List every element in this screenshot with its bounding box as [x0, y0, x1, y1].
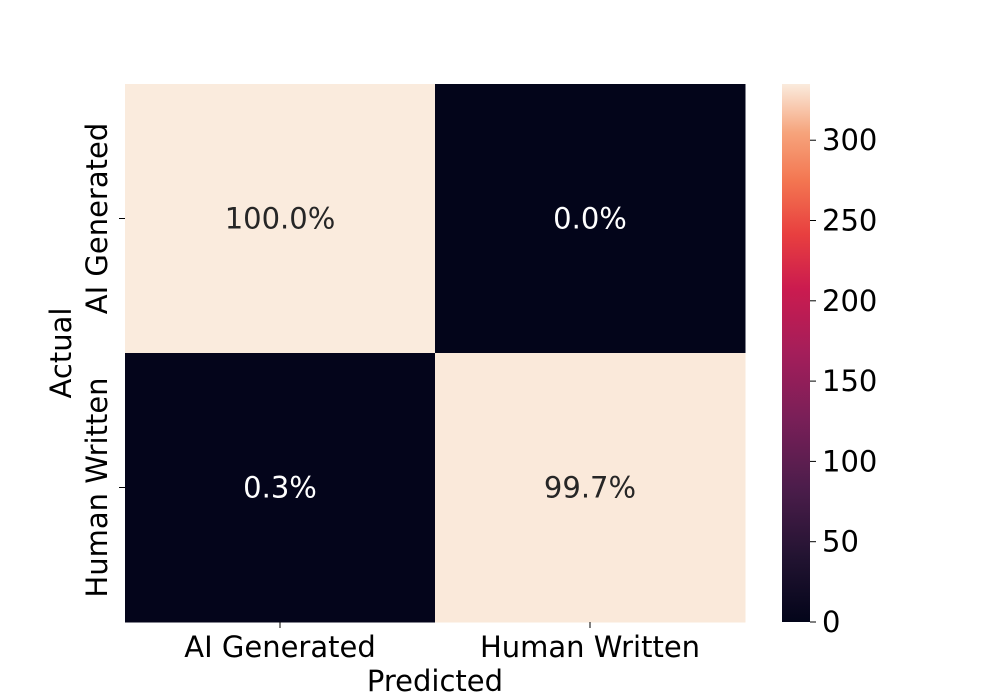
- x-axis-label: Predicted: [367, 664, 503, 698]
- colorbar-tick-label: 200: [822, 284, 877, 318]
- cell-label-r0-c0: 100.0%: [225, 202, 336, 236]
- cell-label-r1-c1: 99.7%: [544, 471, 636, 505]
- cell-label-r1-c0: 0.3%: [243, 471, 317, 505]
- y-axis-label: Actual: [44, 308, 78, 399]
- colorbar-tick-label: 150: [822, 364, 877, 398]
- colorbar-tick-label: 100: [822, 444, 877, 478]
- x-axis: AI Generated Human Written: [184, 622, 700, 664]
- heatmap-cell-r1-c0: [125, 353, 436, 623]
- y-tick-label: Human Written: [80, 377, 114, 597]
- heatmap-cell-r0-c0: [125, 84, 436, 354]
- x-tick-label: Human Written: [480, 630, 700, 664]
- colorbar-tick-label: 300: [822, 123, 877, 157]
- y-tick-label: AI Generated: [80, 123, 114, 314]
- colorbar-ticks: 0 50 100 150 200 250 300: [810, 123, 877, 639]
- y-axis: AI Generated Human Written: [80, 123, 125, 598]
- x-tick-label: AI Generated: [184, 630, 375, 664]
- heatmap-cell-r1-c1: [435, 353, 746, 623]
- colorbar-tick-label: 250: [822, 204, 877, 238]
- colorbar: [782, 84, 810, 622]
- heatmap-cell-r0-c1: [435, 84, 746, 354]
- heatmap-cells: [125, 84, 746, 623]
- colorbar-tick-label: 50: [822, 525, 859, 559]
- cell-label-r0-c1: 0.0%: [553, 202, 627, 236]
- colorbar-tick-label: 0: [822, 605, 840, 639]
- cell-value-labels: 100.0% 0.0% 0.3% 99.7%: [225, 202, 636, 505]
